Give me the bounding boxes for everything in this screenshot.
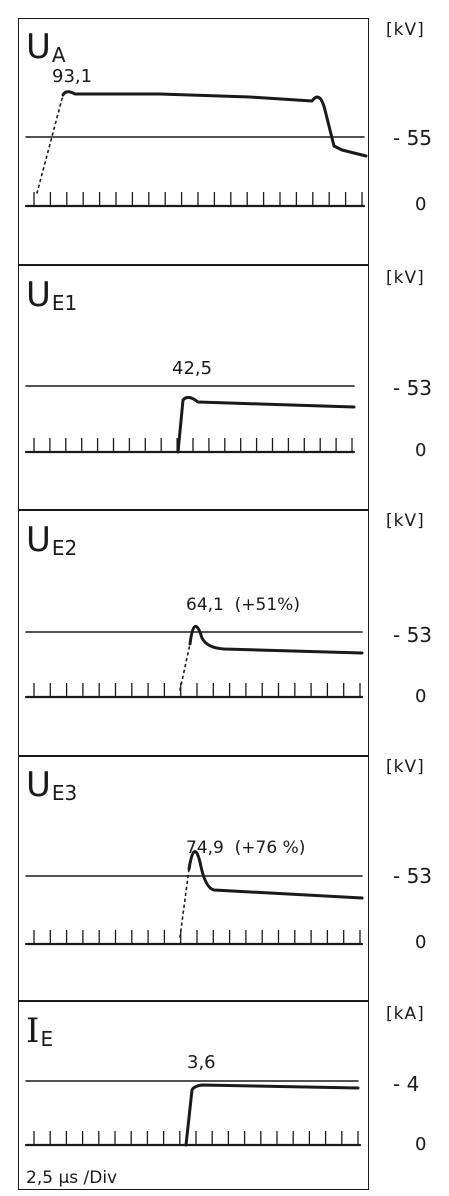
peak-label-ue3: 74,9 (+76 %) [186,838,306,858]
unit-label-ue3: [kV] [386,757,425,777]
panel-ie [18,1000,369,1190]
unit-label-ua: [kV] [386,20,425,40]
level-label-ue1: - 53 [393,376,433,400]
panel-ue3 [18,755,369,1002]
level-label-ue3: - 53 [393,864,433,888]
level-label-ie: - 4 [393,1072,420,1096]
level-label-ua: - 55 [393,126,433,150]
peak-label-ie: 3,6 [187,1052,216,1073]
panel-title-ua: UA [26,27,66,67]
ue3-trace [187,850,364,900]
level-label-ue2: - 53 [393,623,433,647]
peak-label-ue1: 42,5 [172,358,213,379]
zero-label-ie: 0 [415,1134,427,1155]
ua-rise-dotted [36,94,64,194]
panel-title-ue1: UE1 [26,275,78,315]
zero-label-ue2: 0 [415,686,427,707]
ue2-rise-dotted [179,643,191,691]
unit-label-ue1: [kV] [386,268,425,288]
zero-label-ue3: 0 [415,932,427,953]
ue2-trace [188,625,364,655]
unit-label-ue2: [kV] [386,511,425,531]
panel-title-ie: IE [26,1011,54,1051]
peak-label-ua: 93,1 [52,66,93,87]
panel-ua [18,18,369,266]
panel-title-ue3: UE3 [26,765,78,805]
unit-label-ie: [kA] [386,1004,425,1024]
ue3-rise-dotted [179,868,190,938]
ua-trace [61,90,368,158]
zero-label-ue1: 0 [415,440,427,461]
zero-label-ua: 0 [415,194,427,215]
timebase-label: 2,5 μs /Div [26,1168,118,1188]
ue1-trace [176,395,356,454]
ie-trace [184,1083,360,1147]
panel-title-ue2: UE2 [26,520,78,560]
panel-ue2 [18,509,369,757]
peak-label-ue2: 64,1 (+51%) [186,595,300,615]
panel-ue1 [18,264,369,511]
